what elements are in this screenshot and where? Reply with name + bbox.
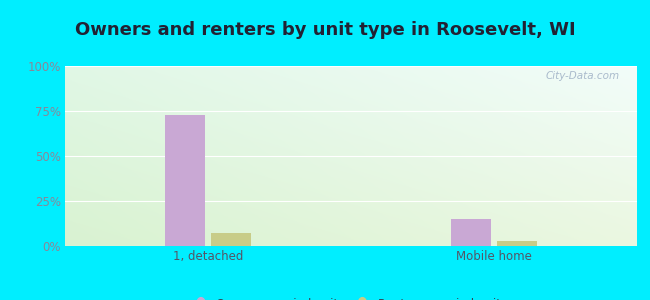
Text: Owners and renters by unit type in Roosevelt, WI: Owners and renters by unit type in Roose… xyxy=(75,21,575,39)
Text: City-Data.com: City-Data.com xyxy=(546,71,620,81)
Bar xyxy=(211,233,251,246)
Legend: Owner occupied units, Renter occupied units: Owner occupied units, Renter occupied un… xyxy=(190,293,512,300)
Bar xyxy=(497,241,537,246)
Bar xyxy=(451,219,491,246)
Bar xyxy=(165,115,205,246)
